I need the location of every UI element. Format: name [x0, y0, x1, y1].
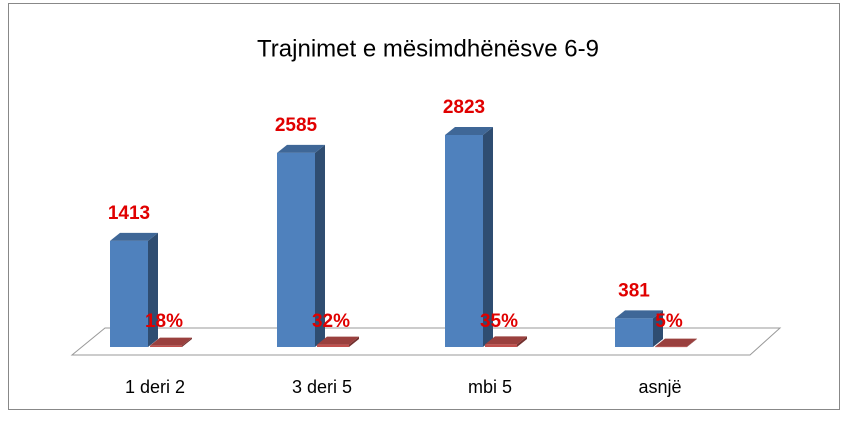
bar-side — [517, 336, 527, 347]
x-tick-label: 1 deri 2 — [125, 377, 185, 397]
bar-top — [485, 336, 527, 345]
data-label: 381 — [618, 280, 650, 301]
bar-side — [483, 127, 493, 347]
bar-side — [687, 338, 697, 347]
bar-top — [615, 310, 663, 319]
bar-top — [277, 144, 325, 153]
x-tick-label: 3 deri 5 — [292, 377, 352, 397]
x-tick-label: mbi 5 — [468, 377, 512, 397]
data-label: 2585 — [275, 115, 318, 136]
bar-top — [445, 127, 493, 135]
bar-side — [315, 144, 325, 347]
bar — [110, 240, 148, 347]
data-label: 5% — [655, 311, 683, 332]
bar-side — [349, 336, 359, 347]
bar-side — [182, 337, 192, 347]
chart-title: Trajnimet e mësimdhënësve 6-9 — [257, 35, 599, 62]
data-label: 32% — [312, 311, 350, 332]
bar — [150, 345, 182, 347]
bar — [615, 318, 653, 347]
data-label: 2823 — [443, 97, 485, 118]
bar-side — [148, 232, 158, 347]
data-label: 35% — [480, 311, 518, 332]
bar — [485, 344, 517, 347]
bar-top — [317, 336, 359, 345]
bar-top — [150, 337, 192, 346]
bar — [317, 344, 349, 347]
bar — [277, 152, 315, 347]
floor — [70, 327, 782, 356]
x-tick-label: asnjë — [638, 377, 681, 397]
bar — [445, 135, 483, 347]
bar-top — [655, 338, 697, 347]
bar-top — [110, 232, 158, 241]
bar-side — [653, 310, 663, 347]
data-label: 1413 — [108, 203, 150, 224]
bar — [655, 346, 687, 348]
data-label: 18% — [145, 311, 183, 332]
